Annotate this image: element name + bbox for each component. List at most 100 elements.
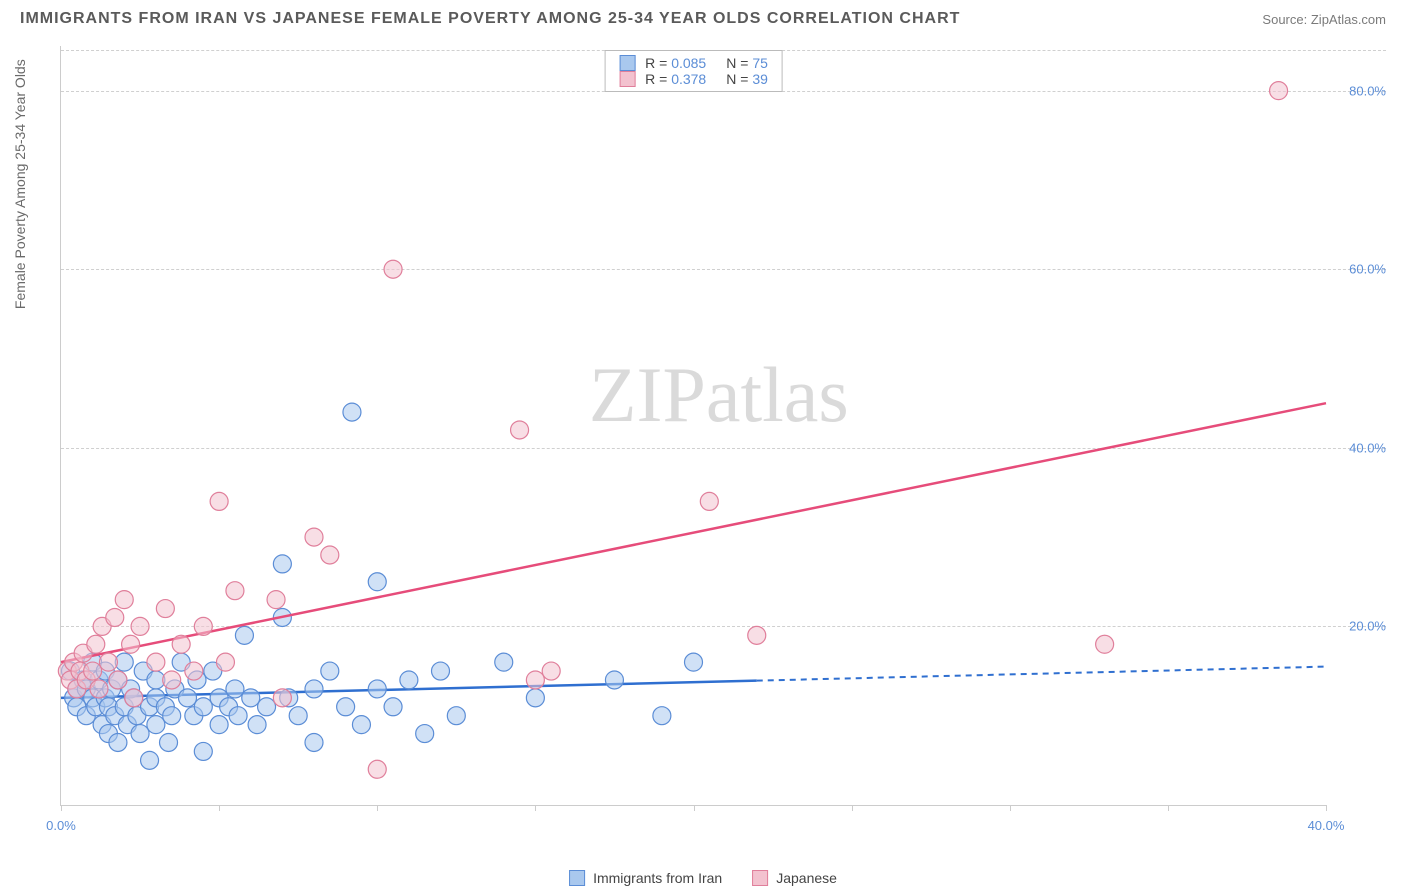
source-name: ZipAtlas.com xyxy=(1311,12,1386,27)
x-tick-label: 0.0% xyxy=(46,818,76,833)
data-point xyxy=(194,617,212,635)
y-tick-label: 40.0% xyxy=(1349,440,1386,455)
data-point xyxy=(106,608,124,626)
stats-r: R = 0.378 xyxy=(645,71,706,87)
trend-line-dashed xyxy=(757,667,1326,681)
data-point xyxy=(605,671,623,689)
data-point xyxy=(384,698,402,716)
stats-n: N = 39 xyxy=(726,71,768,87)
data-point xyxy=(258,698,276,716)
data-point xyxy=(432,662,450,680)
legend-swatch xyxy=(752,870,768,886)
plot-area: ZIPatlas R = 0.085 N = 75 R = 0.378 N = … xyxy=(60,46,1326,806)
data-point xyxy=(194,698,212,716)
data-point xyxy=(179,689,197,707)
legend-swatch xyxy=(569,870,585,886)
data-point xyxy=(542,662,560,680)
x-tick xyxy=(1168,805,1169,811)
data-point xyxy=(368,680,386,698)
source-label: Source: xyxy=(1262,12,1307,27)
chart-svg xyxy=(61,46,1326,805)
data-point xyxy=(273,689,291,707)
y-tick-label: 20.0% xyxy=(1349,619,1386,634)
stats-swatch xyxy=(619,71,635,87)
data-point xyxy=(321,662,339,680)
data-point xyxy=(87,635,105,653)
legend-label: Japanese xyxy=(776,870,837,886)
data-point xyxy=(400,671,418,689)
data-point xyxy=(653,707,671,725)
data-point xyxy=(685,653,703,671)
data-point xyxy=(226,582,244,600)
data-point xyxy=(90,680,108,698)
data-point xyxy=(368,573,386,591)
data-point xyxy=(147,716,165,734)
x-tick xyxy=(61,805,62,811)
data-point xyxy=(248,716,266,734)
data-point xyxy=(1096,635,1114,653)
data-point xyxy=(352,716,370,734)
data-point xyxy=(216,653,234,671)
data-point xyxy=(368,760,386,778)
series-legend: Immigrants from Iran Japanese xyxy=(569,870,837,886)
data-point xyxy=(156,600,174,618)
y-axis-label: Female Poverty Among 25-34 Year Olds xyxy=(12,59,28,309)
data-point xyxy=(321,546,339,564)
stats-row: R = 0.378 N = 39 xyxy=(619,71,768,87)
data-point xyxy=(131,725,149,743)
chart-title: IMMIGRANTS FROM IRAN VS JAPANESE FEMALE … xyxy=(20,10,960,28)
data-point xyxy=(242,689,260,707)
data-point xyxy=(700,492,718,510)
source-attribution: Source: ZipAtlas.com xyxy=(1262,12,1386,27)
chart-header: IMMIGRANTS FROM IRAN VS JAPANESE FEMALE … xyxy=(0,0,1406,36)
x-tick xyxy=(694,805,695,811)
legend-item: Immigrants from Iran xyxy=(569,870,722,886)
data-point xyxy=(125,689,143,707)
x-tick xyxy=(219,805,220,811)
x-tick xyxy=(535,805,536,811)
data-point xyxy=(305,733,323,751)
data-point xyxy=(84,662,102,680)
y-tick-label: 60.0% xyxy=(1349,262,1386,277)
stats-swatch xyxy=(619,55,635,71)
data-point xyxy=(384,260,402,278)
data-point xyxy=(194,742,212,760)
data-point xyxy=(305,680,323,698)
data-point xyxy=(337,698,355,716)
data-point xyxy=(1270,82,1288,100)
data-point xyxy=(229,707,247,725)
data-point xyxy=(289,707,307,725)
data-point xyxy=(163,707,181,725)
data-point xyxy=(526,671,544,689)
data-point xyxy=(511,421,529,439)
data-point xyxy=(115,591,133,609)
stats-row: R = 0.085 N = 75 xyxy=(619,55,768,71)
data-point xyxy=(160,733,178,751)
data-point xyxy=(163,671,181,689)
data-point xyxy=(210,716,228,734)
data-point xyxy=(748,626,766,644)
data-point xyxy=(185,662,203,680)
data-point xyxy=(495,653,513,671)
data-point xyxy=(416,725,434,743)
chart-container: Female Poverty Among 25-34 Year Olds ZIP… xyxy=(60,46,1326,806)
data-point xyxy=(141,751,159,769)
x-tick xyxy=(1326,805,1327,811)
data-point xyxy=(131,617,149,635)
data-point xyxy=(267,591,285,609)
data-point xyxy=(526,689,544,707)
data-point xyxy=(122,635,140,653)
data-point xyxy=(235,626,253,644)
stats-n: N = 75 xyxy=(726,55,768,71)
data-point xyxy=(99,653,117,671)
data-point xyxy=(305,528,323,546)
legend-item: Japanese xyxy=(752,870,837,886)
data-point xyxy=(343,403,361,421)
y-tick-label: 80.0% xyxy=(1349,83,1386,98)
trend-line xyxy=(61,403,1326,662)
x-tick xyxy=(852,805,853,811)
data-point xyxy=(147,653,165,671)
correlation-stats-box: R = 0.085 N = 75 R = 0.378 N = 39 xyxy=(604,50,783,92)
stats-r: R = 0.085 xyxy=(645,55,706,71)
data-point xyxy=(210,492,228,510)
